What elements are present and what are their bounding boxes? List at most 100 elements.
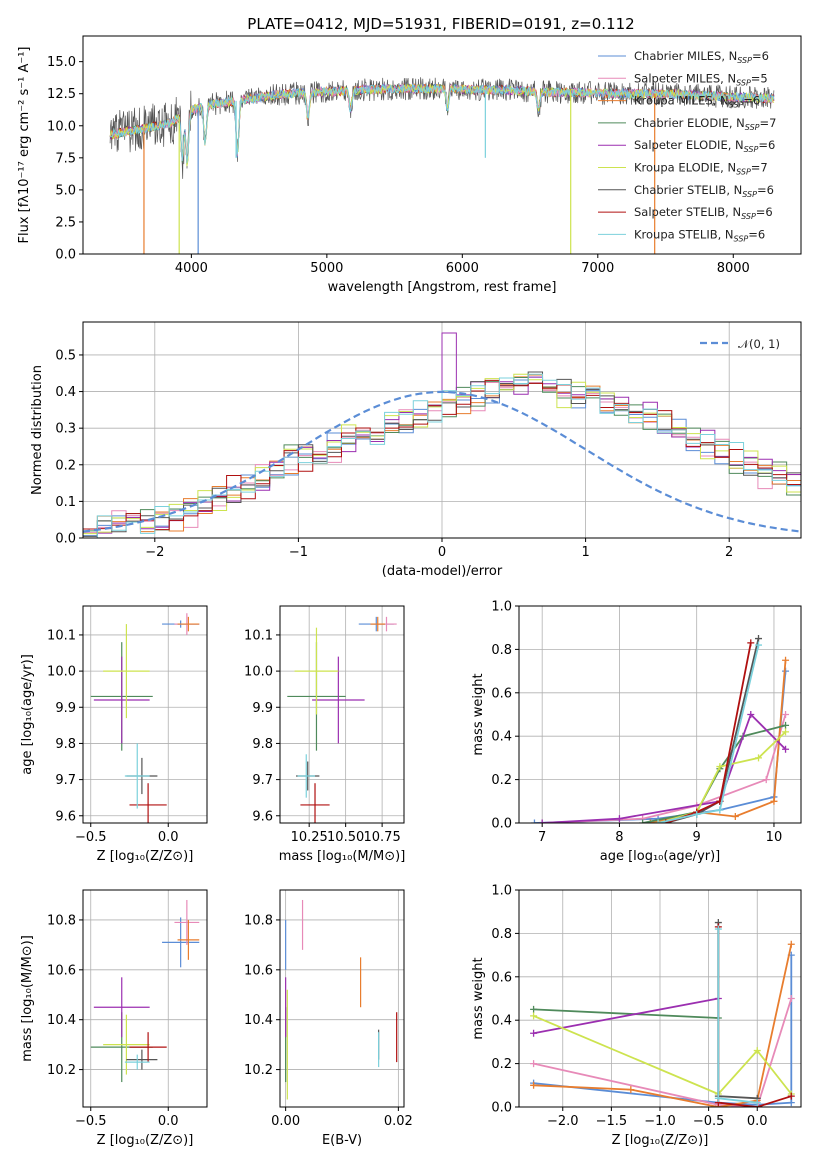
weight-marker-2 bbox=[731, 812, 739, 820]
x-tick-label: −2.0 bbox=[547, 1114, 579, 1129]
panel-mass_vs_ebv: 0.00 0.02 10.2 10.4 10.6 10.8 E(B-V) bbox=[244, 889, 413, 1148]
errorbar-point-6 bbox=[126, 1049, 158, 1070]
y-tick-label: 0.2 bbox=[491, 1057, 512, 1072]
weight-marker-4 bbox=[530, 1029, 538, 1037]
weight-marker-4 bbox=[782, 745, 790, 753]
panel-age_vs_mass: 10.25 10.50 10.75 9.6 9.7 9.8 9.9 10.0 10.1 mass … bbox=[244, 605, 405, 864]
legend-suffix: =6 bbox=[743, 94, 760, 108]
weight-marker-1 bbox=[787, 995, 795, 1002]
x-tick-label: 7 bbox=[538, 830, 546, 845]
x-axis-label: Z [log₁₀(Z/Z⊙)] bbox=[97, 849, 194, 864]
y-tick-label: 0.8 bbox=[491, 927, 512, 942]
y-tick-label: 10.2 bbox=[244, 1063, 273, 1078]
y-tick-label: 0.5 bbox=[55, 348, 76, 363]
weight-marker-0 bbox=[787, 1099, 795, 1107]
weight-line-3 bbox=[533, 1008, 719, 1019]
y-tick-label: 1.0 bbox=[491, 884, 512, 899]
y-tick-label: 9.6 bbox=[55, 809, 76, 824]
y-tick-label: 0.2 bbox=[55, 458, 76, 473]
panel-massweight_vs_Z: −2.0 −1.5 −1.0 −0.5 0.0 0.0 0.2 0.4 0.6 0.8 1.0 Z [… bbox=[471, 884, 802, 1148]
weight-marker-6 bbox=[755, 635, 763, 643]
legend-sub: SSP bbox=[745, 123, 760, 132]
x-tick-label: −0.5 bbox=[693, 1114, 725, 1129]
axes-frame bbox=[518, 605, 802, 824]
y-tick-label: 10.8 bbox=[47, 913, 76, 928]
y-axis-label: mass weight bbox=[471, 673, 486, 755]
y-tick-label: 0.0 bbox=[491, 1101, 512, 1116]
y-tick-label: 10.4 bbox=[47, 1013, 76, 1028]
legend-suffix: =7 bbox=[760, 116, 777, 130]
y-tick-label: 5.0 bbox=[55, 183, 76, 198]
weight-marker-2 bbox=[530, 1081, 538, 1089]
plot-area-age_vs_mass bbox=[287, 616, 397, 823]
x-axis-label: wavelength [Angstrom, rest frame] bbox=[328, 280, 557, 295]
weight-marker-7 bbox=[787, 1092, 795, 1100]
legend-sub: SSP bbox=[734, 234, 749, 243]
legend-label-6: Chabrier STELIB, NSSP=6 bbox=[634, 183, 774, 199]
errorbar-point-5 bbox=[103, 1014, 150, 1075]
y-axis-label: age [log₁₀(age/yr)] bbox=[20, 654, 35, 775]
y-tick-label: 10.0 bbox=[244, 665, 273, 680]
legend-name: Chabrier ELODIE, N bbox=[634, 116, 745, 130]
axes-frame bbox=[82, 321, 802, 539]
x-axis-label: (data-model)/error bbox=[382, 564, 503, 579]
errorbar-point-8 bbox=[297, 754, 316, 798]
x-axis-label: age [log₁₀(age/yr)] bbox=[600, 849, 721, 864]
x-tick-label: −0.5 bbox=[75, 830, 107, 845]
plot-area-mass_vs_Z bbox=[90, 899, 200, 1083]
y-axis-label: mass [log₁₀(M/M⊙)] bbox=[20, 935, 35, 1062]
y-tick-label: 2.5 bbox=[55, 215, 76, 230]
weight-marker-5 bbox=[716, 763, 724, 771]
legend-sub: SSP bbox=[736, 78, 751, 87]
axes-frame bbox=[518, 889, 802, 1108]
x-tick-label: 4000 bbox=[175, 261, 208, 276]
legend-label-3: Chabrier ELODIE, NSSP=7 bbox=[634, 116, 776, 132]
legend-label-7: Salpeter STELIB, NSSP=6 bbox=[634, 205, 773, 221]
weight-marker-2 bbox=[770, 797, 778, 805]
weight-marker-8 bbox=[654, 819, 662, 823]
weight-marker-5 bbox=[782, 728, 790, 736]
y-tick-label: 0.0 bbox=[491, 817, 512, 832]
weight-marker-3 bbox=[639, 819, 647, 823]
x-tick-label: −0.5 bbox=[75, 1114, 107, 1129]
y-axis-label: mass weight bbox=[471, 957, 486, 1039]
weight-line-4 bbox=[533, 997, 719, 1035]
y-tick-label: 9.7 bbox=[55, 773, 76, 788]
legend-sub: SSP bbox=[737, 56, 752, 65]
legend-name: Salpeter ELODIE, N bbox=[634, 138, 744, 152]
legend-label-2: Kroupa MILES, NSSP=6 bbox=[634, 94, 760, 110]
x-tick-label: 7000 bbox=[581, 261, 614, 276]
panel-massweight_vs_age: 7 8 9 10 0.0 0.2 0.4 0.6 0.8 1.0 age [log₁₀(age/yr… bbox=[471, 600, 802, 864]
errorbar-point-8 bbox=[124, 743, 150, 809]
plot-area-residuals bbox=[83, 332, 801, 538]
y-tick-label: 10.6 bbox=[244, 963, 273, 978]
x-tick-label: 0.02 bbox=[384, 1114, 413, 1129]
y-tick-label: 12.5 bbox=[47, 87, 76, 102]
y-axis-label: Normed distribution bbox=[30, 365, 45, 495]
y-tick-label: 9.8 bbox=[252, 737, 273, 752]
weight-marker-3 bbox=[530, 1005, 538, 1013]
plot-area-spectrum bbox=[109, 77, 775, 254]
legend-name: Chabrier MILES, N bbox=[634, 49, 737, 63]
axes-frame bbox=[82, 889, 208, 1108]
y-tick-label: 0.3 bbox=[55, 422, 76, 437]
legend-suffix: =7 bbox=[751, 161, 768, 175]
y-tick-label: 9.6 bbox=[252, 809, 273, 824]
y-tick-label: 9.9 bbox=[252, 701, 273, 716]
x-tick-label: 8000 bbox=[717, 261, 750, 276]
y-tick-label: 0.6 bbox=[491, 686, 512, 701]
legend-suffix: =6 bbox=[752, 49, 769, 63]
figure-title: PLATE=0412, MJD=51931, FIBERID=0191, z=0… bbox=[247, 15, 634, 33]
panel-spectrum: 4000 5000 6000 7000 8000 0.0 2.5 5.0 7.5 10.0 12.5… bbox=[17, 35, 802, 295]
errorbar-point-7 bbox=[129, 1032, 167, 1063]
y-tick-label: 10.8 bbox=[244, 913, 273, 928]
legend-suffix: =6 bbox=[756, 205, 773, 219]
weight-marker-2 bbox=[787, 940, 795, 948]
plot-area-massweight_vs_age bbox=[530, 635, 790, 823]
legend-name: Kroupa MILES, N bbox=[634, 94, 729, 108]
plot-area-mass_vs_ebv bbox=[285, 899, 398, 1100]
y-tick-label: 0.0 bbox=[55, 248, 76, 263]
y-tick-label: 10.0 bbox=[47, 119, 76, 134]
axes-frame bbox=[82, 605, 208, 824]
errorbar-point-7 bbox=[129, 783, 167, 823]
